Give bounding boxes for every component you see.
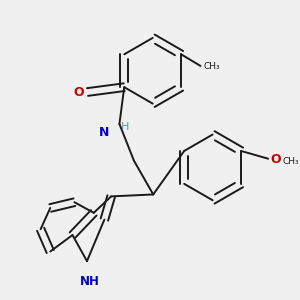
Text: O: O [73, 85, 84, 98]
Text: CH₃: CH₃ [283, 157, 299, 166]
Text: NH: NH [80, 275, 100, 288]
Text: N: N [99, 126, 110, 139]
Text: CH₃: CH₃ [203, 62, 220, 71]
Text: O: O [270, 153, 281, 166]
Text: H: H [121, 122, 130, 132]
